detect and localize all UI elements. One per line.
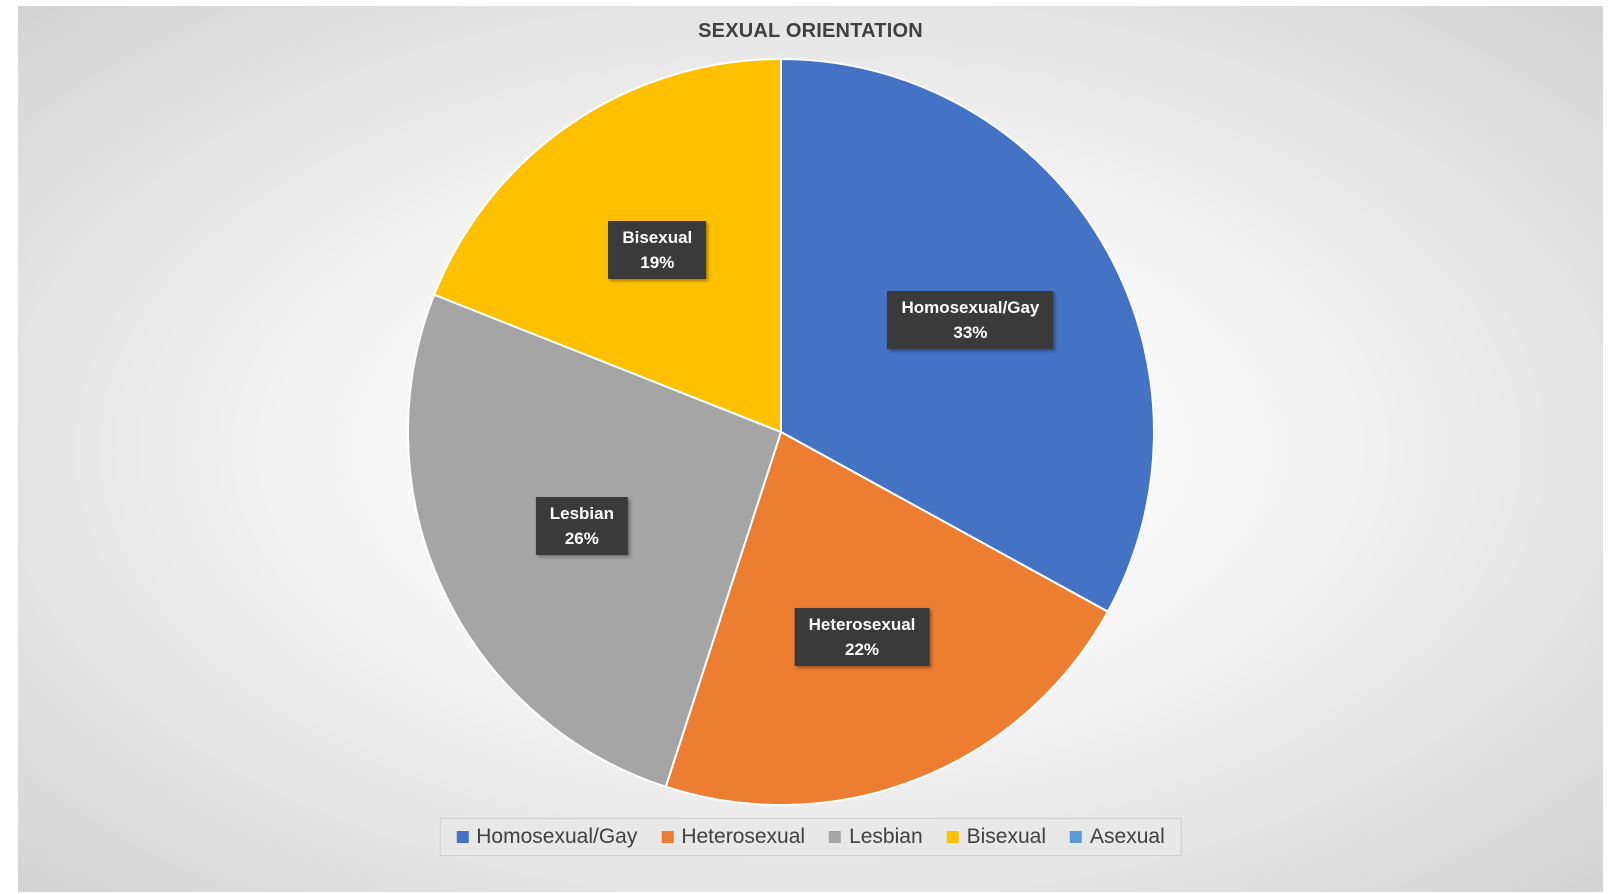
legend-label: Heterosexual [681, 825, 806, 848]
legend-item-asexual: Asexual [1070, 825, 1165, 849]
legend-item-lesbian: Lesbian [829, 825, 923, 849]
data-label-lesbian: Lesbian 26% [535, 496, 628, 555]
legend: Homosexual/Gay Heterosexual Lesbian Bisexua… [439, 818, 1182, 856]
pie-slice-bisexual [432, 57, 782, 434]
data-label-value: 19% [640, 252, 675, 272]
legend-swatch [946, 831, 959, 843]
legend-label: Bisexual [966, 825, 1047, 848]
legend-item-homosexual-gay: Homosexual/Gay [456, 825, 637, 849]
pie-chart [407, 57, 1155, 806]
legend-swatch [829, 831, 842, 843]
data-label-homosexual-gay: Homosexual/Gay 33% [887, 290, 1054, 349]
data-label-heterosexual: Heterosexual 22% [794, 607, 930, 666]
data-label-category: Bisexual [622, 227, 693, 247]
legend-item-heterosexual: Heterosexual [661, 825, 805, 849]
chart-title: SEXUAL ORIENTATION [698, 20, 923, 42]
data-label-value: 22% [844, 639, 880, 659]
data-label-category: Lesbian [549, 503, 614, 523]
data-label-value: 26% [564, 528, 599, 548]
data-label-bisexual: Bisexual 19% [608, 220, 707, 279]
legend-swatch [456, 831, 469, 843]
legend-label: Homosexual/Gay [476, 825, 638, 848]
data-label-category: Homosexual/Gay [901, 297, 1040, 317]
chart-area: SEXUAL ORIENTATION Homosexual/Gay 33% Hete… [18, 6, 1603, 892]
legend-swatch [1070, 831, 1083, 843]
data-label-value: 33% [953, 322, 988, 342]
legend-swatch [661, 831, 674, 843]
legend-label: Lesbian [849, 825, 923, 848]
legend-label: Asexual [1090, 825, 1165, 848]
legend-item-bisexual: Bisexual [946, 825, 1047, 849]
data-label-category: Heterosexual [808, 614, 916, 634]
